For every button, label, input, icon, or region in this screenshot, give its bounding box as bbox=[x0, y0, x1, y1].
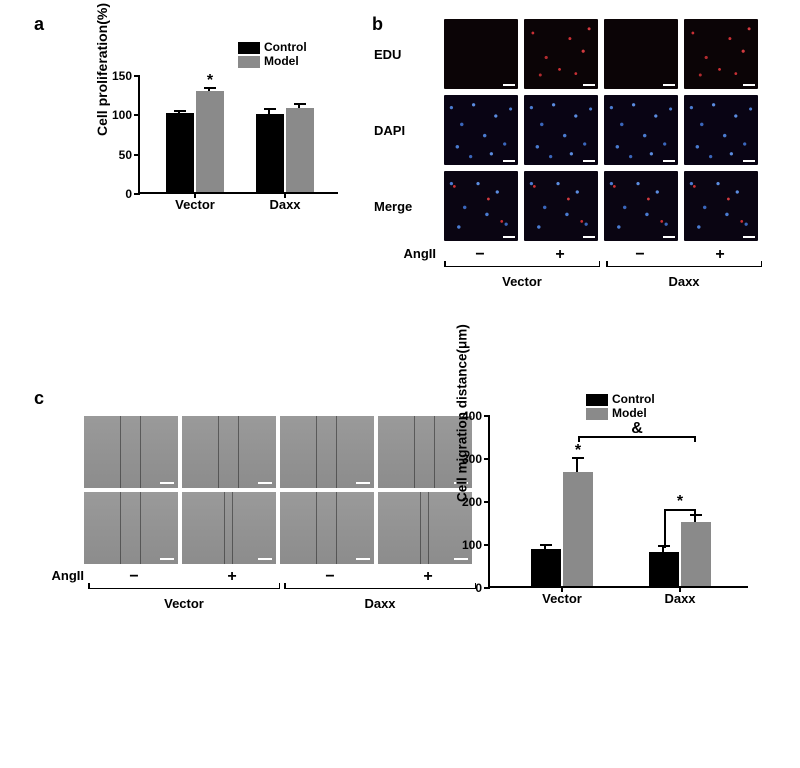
group-label-daxx: Daxx bbox=[664, 591, 695, 606]
bar-daxx-control bbox=[256, 114, 284, 192]
angii-label-c: AngII bbox=[40, 568, 84, 586]
scratch-1-3 bbox=[378, 492, 472, 564]
angii-value-0: − bbox=[444, 246, 518, 264]
bar-vector-model bbox=[563, 472, 593, 586]
angii-value-1: + bbox=[524, 246, 598, 264]
row-label-dapi: DAPI bbox=[374, 123, 438, 138]
scratch-0-0 bbox=[84, 416, 178, 488]
significance-amp: & bbox=[631, 420, 643, 438]
micrograph-merge-2 bbox=[604, 171, 678, 241]
panel-c-group-vector: Vector bbox=[88, 596, 280, 611]
significance-star: * bbox=[575, 442, 581, 460]
micrograph-grid: EDU DAPI Merge bbox=[374, 18, 794, 242]
bar-daxx-control bbox=[649, 552, 679, 586]
micrograph-merge-0 bbox=[444, 171, 518, 241]
panel-c-group-row: Vector Daxx bbox=[40, 588, 476, 611]
micrograph-edu-2 bbox=[604, 19, 678, 89]
micrograph-dapi-3 bbox=[684, 95, 758, 165]
micrograph-merge-1 bbox=[524, 171, 598, 241]
row-label-edu: EDU bbox=[374, 47, 438, 62]
angii-c-value-1: + bbox=[186, 568, 280, 586]
group-label-daxx: Daxx bbox=[269, 197, 300, 212]
panel-b-group-vector: Vector bbox=[444, 274, 600, 289]
legend-a: Control Model bbox=[238, 40, 307, 68]
micrograph-edu-1 bbox=[524, 19, 598, 89]
panel-a-ylabel: Cell proliferation(%) bbox=[94, 3, 110, 136]
micrograph-dapi-1 bbox=[524, 95, 598, 165]
angii-value-3: + bbox=[684, 246, 758, 264]
ytick-label: 150 bbox=[112, 69, 132, 83]
significance-star: * bbox=[207, 72, 213, 90]
panel-a-chart: 050100150VectorDaxx* bbox=[138, 76, 338, 194]
panel-c-chart: 0100200300400VectorDaxx**& bbox=[488, 416, 748, 588]
ytick-label: 0 bbox=[475, 581, 482, 595]
panel-b-group-daxx: Daxx bbox=[606, 274, 762, 289]
micrograph-edu-0 bbox=[444, 19, 518, 89]
legend-model: Model bbox=[264, 54, 299, 68]
panel-c: AngII−+−+ Vector Daxx Cell migration dis… bbox=[38, 392, 778, 732]
bar-vector-model bbox=[196, 91, 224, 192]
group-label-vector: Vector bbox=[542, 591, 582, 606]
micrograph-edu-3 bbox=[684, 19, 758, 89]
bar-vector-control bbox=[531, 549, 561, 586]
panel-b-group-row: Vector Daxx bbox=[374, 266, 794, 289]
scratch-0-2 bbox=[280, 416, 374, 488]
micrograph-dapi-2 bbox=[604, 95, 678, 165]
scratch-1-2 bbox=[280, 492, 374, 564]
significance-star: * bbox=[677, 493, 683, 511]
angii-label: AngII bbox=[374, 246, 438, 264]
scratch-1-1 bbox=[182, 492, 276, 564]
bar-daxx-model bbox=[286, 108, 314, 192]
panel-c-group-daxx: Daxx bbox=[284, 596, 476, 611]
ytick-label: 100 bbox=[112, 108, 132, 122]
panel-c-angii-row: AngII−+−+ bbox=[40, 568, 476, 586]
ytick-label: 400 bbox=[462, 409, 482, 423]
scratch-0-1 bbox=[182, 416, 276, 488]
legend-control: Control bbox=[264, 40, 307, 54]
micrograph-dapi-0 bbox=[444, 95, 518, 165]
panel-a: Control Model Cell proliferation(%) 0501… bbox=[38, 18, 348, 238]
ytick-label: 0 bbox=[125, 187, 132, 201]
angii-c-value-2: − bbox=[284, 568, 378, 586]
ytick-label: 300 bbox=[462, 452, 482, 466]
micrograph-merge-3 bbox=[684, 171, 758, 241]
ytick-label: 200 bbox=[462, 495, 482, 509]
legend-c-model: Model bbox=[612, 406, 647, 420]
legend-c-control: Control bbox=[612, 392, 655, 406]
angii-c-value-0: − bbox=[88, 568, 182, 586]
group-label-vector: Vector bbox=[175, 197, 215, 212]
bar-vector-control bbox=[166, 113, 194, 192]
legend-c: Control Model bbox=[586, 392, 655, 420]
row-label-merge: Merge bbox=[374, 199, 438, 214]
scratch-grid bbox=[84, 416, 476, 564]
angii-value-2: − bbox=[604, 246, 678, 264]
angii-c-value-3: + bbox=[382, 568, 476, 586]
panel-b-angii-row: AngII−+−+ bbox=[374, 246, 794, 264]
panel-b: EDUDAPIMerge AngII−+−+ Vector Daxx bbox=[374, 18, 794, 318]
ytick-label: 100 bbox=[462, 538, 482, 552]
scratch-1-0 bbox=[84, 492, 178, 564]
bar-daxx-model bbox=[681, 522, 711, 586]
ytick-label: 50 bbox=[119, 148, 132, 162]
